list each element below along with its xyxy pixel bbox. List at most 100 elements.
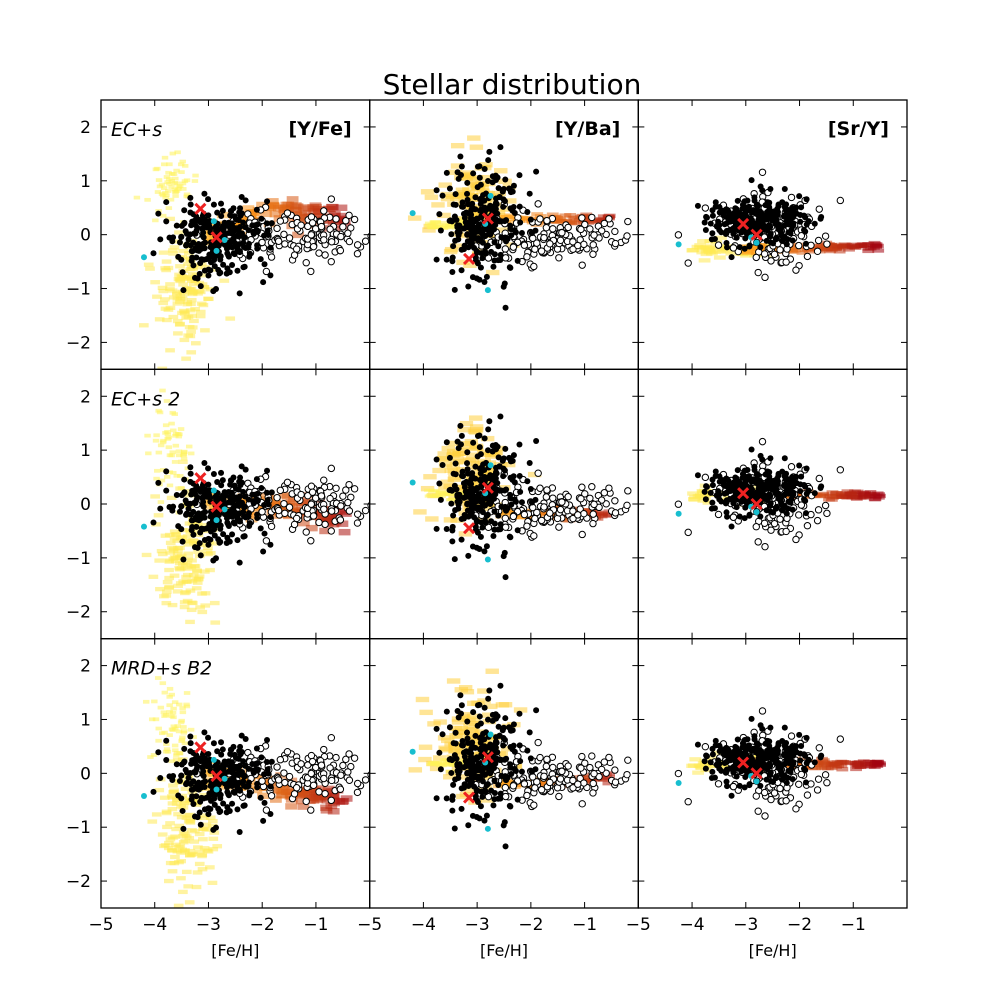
density-cell [160,438,167,443]
filled-star-point [811,220,818,227]
density-cell [276,791,289,798]
open-star-point [369,246,370,251]
cyan-star-point [675,241,682,248]
filled-star-point [464,190,471,197]
filled-star-point [235,502,242,509]
filled-star-point [224,519,231,526]
filled-star-point [267,541,274,548]
filled-star-point [467,512,474,519]
density-cell [192,568,202,573]
filled-star-point [202,509,209,516]
open-star-point [337,232,345,241]
filled-star-point [526,460,533,467]
density-cell [176,815,187,820]
filled-star-point [446,487,453,494]
filled-star-point [230,743,237,750]
y-tick-label: −1 [66,549,91,569]
density-cell [480,738,494,744]
filled-star-point [257,794,264,801]
filled-star-point [765,202,772,209]
open-star-point [803,252,812,261]
filled-star-point [191,813,198,820]
filled-star-point [502,574,509,581]
density-cell [161,714,168,718]
density-cell [166,483,174,488]
filled-star-point [458,536,465,543]
filled-star-point [199,225,206,232]
open-star-point [307,213,316,221]
filled-star-point [183,242,190,249]
open-star-point [589,241,597,249]
cyan-star-point [140,523,147,530]
filled-star-point [783,510,790,517]
density-cell [260,210,272,218]
open-star-point [410,226,416,232]
filled-star-point [454,498,461,505]
density-cell [178,805,189,810]
density-cell [869,496,882,502]
filled-star-point [472,505,479,512]
filled-star-point [220,261,227,268]
filled-star-point [452,191,459,198]
open-star-point [542,493,551,501]
open-star-point [292,245,301,253]
filled-star-point [736,244,743,251]
density-cell [418,744,433,750]
filled-star-point [702,226,709,233]
filled-star-point [750,476,757,483]
open-star-point [280,500,288,508]
filled-star-point [512,498,519,505]
filled-star-point [228,499,235,506]
filled-star-point [491,239,498,246]
open-star-point [321,789,329,798]
density-cell [173,189,181,193]
filled-star-point [253,206,260,213]
filled-star-point [240,488,247,495]
filled-star-point [227,777,234,784]
density-cell [164,474,171,479]
filled-star-point [472,526,479,533]
density-cell [170,470,177,475]
density-cell [437,212,451,219]
open-star-point [315,518,323,527]
density-cell [161,162,168,167]
open-star-point [297,221,305,229]
filled-star-point [446,185,453,192]
open-star-point [302,259,310,267]
filled-star-point [207,536,214,543]
density-cell [200,603,211,608]
filled-star-point [245,496,252,503]
filled-star-point [201,190,208,197]
filled-star-point [527,485,534,492]
density-cell [179,706,186,711]
filled-star-point [502,304,509,311]
density-cell [457,193,471,199]
cyan-star-point [409,479,416,486]
open-star-point [580,509,588,518]
filled-star-point [801,496,808,503]
filled-star-point [233,780,240,787]
open-star-point [371,781,377,787]
filled-star-point [197,821,204,828]
density-cell [181,315,192,320]
filled-star-point [188,786,195,793]
open-star-point [529,234,537,242]
filled-star-point [229,513,236,520]
open-star-point [332,753,340,762]
open-star-point [714,241,723,249]
filled-star-point [781,185,788,192]
density-cell [686,248,699,253]
density-cell [440,479,455,485]
filled-star-point [176,508,183,515]
filled-star-point [193,793,200,800]
filled-star-point [750,221,757,228]
filled-star-point [181,207,188,214]
density-cell [425,516,439,522]
density-cell [167,248,178,253]
filled-star-point [163,487,170,494]
filled-star-point [483,543,490,550]
open-star-point [283,747,292,756]
filled-star-point [212,824,219,831]
open-star-point [353,519,362,527]
filled-star-point [733,504,740,511]
